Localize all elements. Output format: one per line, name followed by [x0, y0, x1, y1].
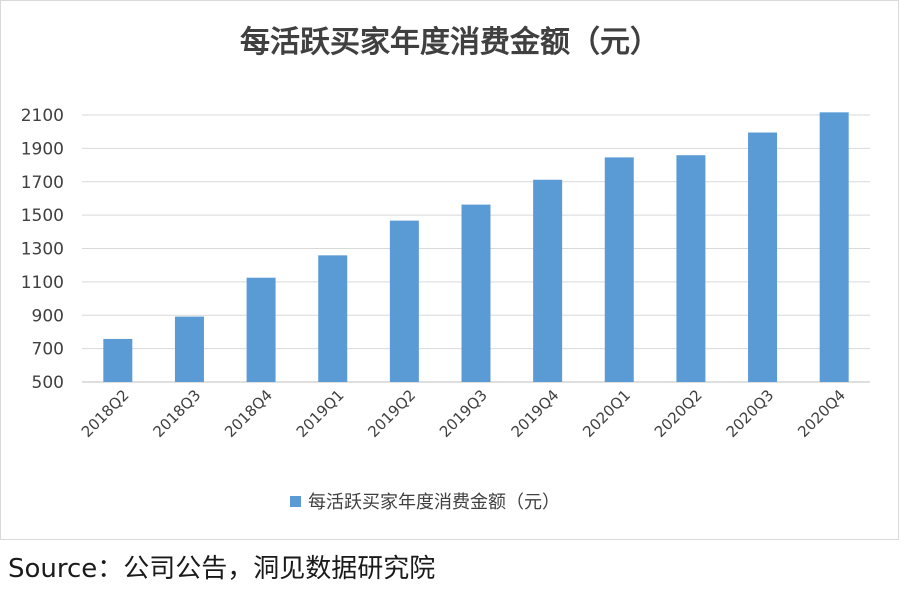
x-tick-label: 2020Q2 — [651, 386, 706, 441]
bar-2020Q1 — [604, 157, 634, 382]
bar-2018Q3 — [174, 316, 204, 382]
bar-2019Q4 — [533, 179, 563, 382]
x-tick-label: 2019Q1 — [293, 386, 348, 441]
legend-label: 每活跃买家年度消费金额（元） — [308, 492, 560, 513]
legend-swatch — [290, 496, 301, 507]
bar-2018Q2 — [103, 338, 133, 382]
y-tick-label: 1500 — [21, 206, 64, 226]
y-tick-label: 700 — [32, 340, 64, 360]
y-tick-label: 2100 — [21, 106, 64, 126]
x-tick-label: 2019Q2 — [364, 386, 419, 441]
x-axis-ticks: 2018Q2 2018Q3 2018Q4 2019Q1 2019Q2 2019Q3 2019… — [78, 386, 849, 441]
source-note: Source：公司公告，洞见数据研究院 — [8, 554, 436, 584]
bar-2019Q2 — [389, 220, 419, 382]
y-tick-label: 1300 — [21, 240, 64, 260]
x-tick-label: 2020Q3 — [723, 386, 778, 441]
y-tick-label: 500 — [32, 373, 64, 393]
legend: 每活跃买家年度消费金额（元） — [290, 492, 560, 513]
x-tick-label: 2019Q3 — [436, 386, 491, 441]
x-tick-label: 2018Q3 — [149, 386, 204, 441]
bar-2020Q3 — [748, 132, 778, 382]
x-tick-label: 2018Q2 — [78, 386, 133, 441]
x-tick-label: 2018Q4 — [221, 386, 276, 441]
y-tick-label: 1100 — [21, 273, 64, 293]
bar-2018Q4 — [246, 277, 276, 382]
bar-2019Q3 — [461, 204, 491, 382]
chart-title: 每活跃买家年度消费金额（元） — [240, 25, 660, 60]
x-tick-label: 2020Q1 — [579, 386, 634, 441]
x-tick-label: 2019Q4 — [508, 386, 563, 441]
y-tick-label: 1900 — [21, 139, 64, 159]
y-axis-ticks: 500 700 900 1100 1300 1500 1700 1900 2100 — [21, 106, 64, 393]
bar-chart: 每活跃买家年度消费金额（元） 500 700 900 1100 1300 1500 1700… — [21, 25, 870, 513]
bar-2020Q4 — [819, 112, 849, 382]
bar-2019Q1 — [318, 255, 348, 382]
y-tick-label: 1700 — [21, 173, 64, 193]
bar-2020Q2 — [676, 155, 706, 382]
bars — [103, 112, 849, 382]
y-tick-label: 900 — [32, 306, 64, 326]
x-tick-label: 2020Q4 — [794, 386, 849, 441]
